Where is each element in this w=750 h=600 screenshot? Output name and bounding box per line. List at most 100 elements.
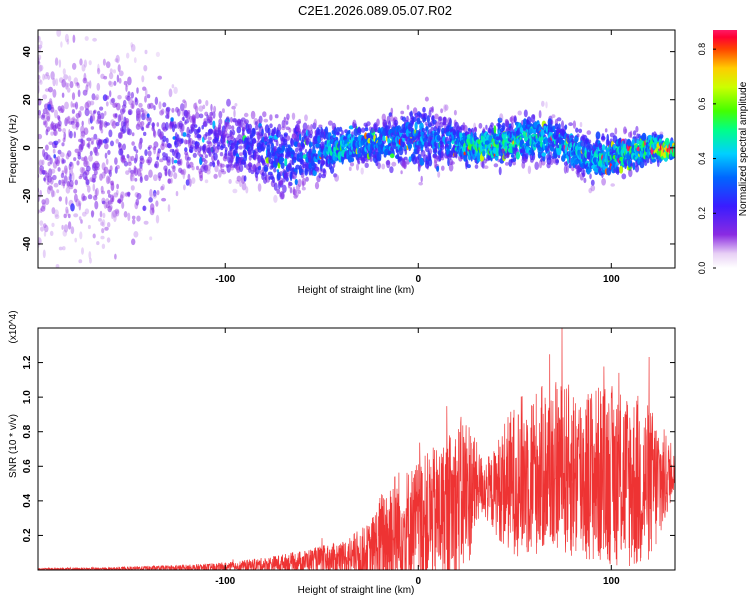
spectrogram-cell <box>114 58 119 63</box>
spectrogram-cell <box>89 257 92 264</box>
spectrogram-cell <box>465 160 468 170</box>
spectrogram-cell <box>131 100 135 109</box>
spectrogram-cell <box>320 153 324 160</box>
spectrogram-cell <box>228 179 232 184</box>
spectrogram-cell <box>63 213 67 219</box>
spectrogram-cell <box>134 177 138 182</box>
spectrogram-cell <box>299 151 304 160</box>
spectrogram-cell <box>143 65 148 72</box>
spectrogram-cell <box>433 147 438 153</box>
spectrogram-cell <box>65 209 69 216</box>
spectrogram-cell <box>156 156 160 161</box>
spectrogram-cell <box>253 128 256 135</box>
spectrogram-cell <box>123 211 128 218</box>
spectrogram-cell <box>243 161 247 168</box>
spectrogram-cell <box>82 139 86 147</box>
spectrogram-cell <box>218 118 223 125</box>
spectrogram-cell <box>114 166 118 174</box>
spectrogram-cell <box>390 107 394 115</box>
spectrogram-cell <box>301 186 306 191</box>
spectrogram-cell <box>443 104 447 113</box>
spectrogram-cell <box>56 30 62 37</box>
spectrogram-cell <box>77 89 81 98</box>
spectrogram-cell <box>438 116 443 122</box>
spectrogram-cell <box>315 166 320 173</box>
spectrogram-cell <box>380 143 384 150</box>
spectrogram-cell <box>389 153 395 159</box>
spectrogram-cell <box>644 159 648 166</box>
spectrogram-cell <box>89 110 93 115</box>
spectrogram-cell <box>50 131 54 136</box>
spectrogram-cell <box>89 100 95 106</box>
spectrogram-cell <box>250 110 256 120</box>
spectrogram-cell <box>273 126 277 135</box>
spectrogram-cell <box>314 163 318 168</box>
spectrogram-cell <box>135 198 140 206</box>
spectrogram-cell <box>497 117 503 123</box>
spectrogram-cell <box>85 179 90 186</box>
spectrogram-cell <box>99 106 104 111</box>
spectrogram-cell <box>38 112 41 119</box>
spectrogram-cell <box>113 214 117 222</box>
spectrogram-cell <box>144 95 147 103</box>
spectrogram-cell <box>205 100 209 107</box>
spectrogram-cell <box>65 82 68 90</box>
spectrogram-cell <box>160 143 165 151</box>
spectrogram-cell <box>143 109 147 115</box>
spectrogram-cell <box>127 161 132 166</box>
spectrogram-cell <box>422 106 426 113</box>
spectrogram-cell <box>191 177 196 185</box>
spectrogram-cell <box>170 117 174 122</box>
spectrogram-cell <box>544 137 549 144</box>
spectrogram-cell <box>146 94 151 99</box>
spectrogram-cell <box>433 131 438 136</box>
spectrogram-cell <box>466 134 472 140</box>
spectrogram-cell <box>564 145 568 155</box>
spectrogram-cell <box>418 181 424 186</box>
spectrogram-cell <box>304 114 308 122</box>
spectrogram-cell <box>86 81 90 87</box>
spectrogram-cell <box>123 80 128 86</box>
spectrogram-cell <box>177 108 181 117</box>
spectrogram-cell <box>38 187 40 194</box>
spectrogram-cell <box>72 172 75 182</box>
spectrogram-cell <box>40 40 43 46</box>
spectrogram-cell <box>214 138 219 144</box>
spectrogram-cell <box>217 162 221 167</box>
spectrogram-cell <box>69 130 73 139</box>
spectrogram-cell <box>63 224 69 233</box>
spectrogram-cell <box>43 177 46 182</box>
spectrogram-cell <box>564 124 568 130</box>
spectrogram-cell <box>155 200 159 207</box>
spectrogram-cell <box>235 143 239 150</box>
spectrogram-cell <box>171 84 175 89</box>
spectrogram-cell <box>659 131 664 136</box>
spectrogram-cell <box>115 102 121 111</box>
spectrogram-cell <box>83 127 89 135</box>
spectrogram-cell <box>499 113 504 122</box>
spectrogram-cell <box>134 97 139 106</box>
spectrogram-cell <box>186 133 191 138</box>
spectrogram-cell <box>493 125 497 134</box>
spectrogram-cell <box>126 154 130 159</box>
spectrogram-cell <box>350 157 355 162</box>
spectrogram-cell <box>284 158 288 167</box>
spectrogram-cell <box>541 100 545 107</box>
spectrogram-cell <box>247 146 251 156</box>
spectrogram-cell <box>204 154 208 159</box>
spectrogram-cell <box>83 160 88 167</box>
spectrogram-cell <box>404 149 407 155</box>
spectrogram-cell <box>40 205 46 212</box>
spectrogram-cell <box>129 172 133 182</box>
spectrogram-cell <box>86 143 90 148</box>
spectrogram-cell <box>50 168 56 174</box>
spectrogram-cell <box>167 204 171 213</box>
spectrogram-cell <box>288 127 292 133</box>
spectrogram-cell <box>54 156 59 165</box>
spectrogram-cell <box>99 210 103 218</box>
spectrogram-ticks: -100 0 100 -40 -20 0 20 40 <box>22 30 675 285</box>
spectrogram-cell <box>70 226 75 235</box>
spectrogram-cell <box>417 146 422 152</box>
spectrogram-cell <box>66 82 70 88</box>
spectrogram-cell <box>482 150 486 157</box>
